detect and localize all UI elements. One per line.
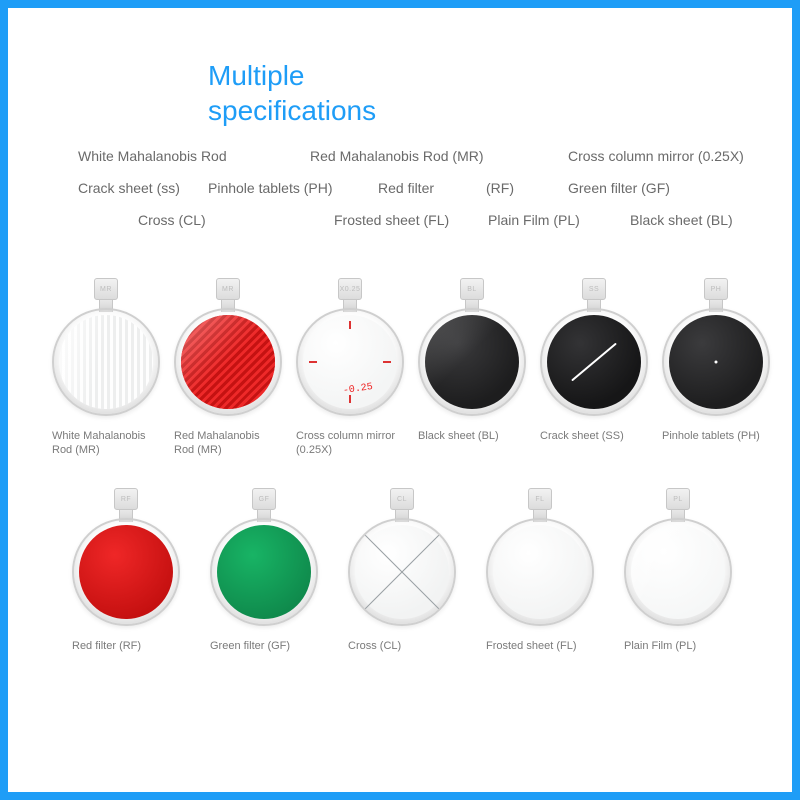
lens-tab-label: FL [528, 488, 552, 510]
spec-item: Green filter (GF) [568, 180, 670, 196]
lens-graphic: BL [418, 278, 526, 428]
lens-tab-label: X0.25 [338, 278, 362, 300]
spec-item: Cross column mirror (0.25X) [568, 148, 744, 164]
lens-caption: Crack sheet (SS) [540, 430, 648, 444]
lens-graphic: MR [52, 278, 160, 428]
lens-cl: CL Cross (CL) [348, 488, 456, 654]
lens-tab-label: MR [216, 278, 240, 300]
lens-bl: BL Black sheet (BL) [418, 278, 526, 458]
lens-mr-red: MR Red Mahalanobis Rod (MR) [174, 278, 282, 458]
lens-caption: Pinhole tablets (PH) [662, 430, 770, 444]
spec-item: Black sheet (BL) [630, 212, 733, 228]
lens-tab-label: RF [114, 488, 138, 510]
lens-gf: GF Green filter (GF) [210, 488, 318, 654]
title-line1: Multiple [208, 60, 304, 91]
lens-grid: MR White Mahalanobis Rod (MR) MR Red Mahala… [52, 278, 748, 683]
lens-graphic: MR [174, 278, 282, 428]
lens-tab-label: PH [704, 278, 728, 300]
title-line2: specifications [208, 95, 376, 126]
spec-item: Red filter [378, 180, 434, 196]
spec-item: Crack sheet (ss) [78, 180, 180, 196]
lens-graphic: CL [348, 488, 456, 638]
lens-graphic: GF [210, 488, 318, 638]
lens-disc [210, 518, 318, 626]
lens-ss: SS Crack sheet (SS) [540, 278, 648, 458]
lens-ph: PH Pinhole tablets (PH) [662, 278, 770, 458]
lens-disc: -0.25 [296, 308, 404, 416]
lens-disc [662, 308, 770, 416]
lens-disc [540, 308, 648, 416]
lens-disc [52, 308, 160, 416]
spec-item: Red Mahalanobis Rod (MR) [310, 148, 484, 164]
spec-row: Crack sheet (ss) Pinhole tablets (PH) Red … [78, 180, 752, 202]
spec-item: (RF) [486, 180, 514, 196]
lens-disc [486, 518, 594, 626]
lens-disc [418, 308, 526, 416]
lens-caption: Cross (CL) [348, 640, 456, 654]
spec-item: White Mahalanobis Rod [78, 148, 227, 164]
lens-caption: Plain Film (PL) [624, 640, 732, 654]
lens-graphic: FL [486, 488, 594, 638]
page-title: Multiple specifications [208, 58, 376, 128]
lens-caption: Red filter (RF) [72, 640, 180, 654]
lens-graphic: PL [624, 488, 732, 638]
lens-pl: PL Plain Film (PL) [624, 488, 732, 654]
lens-tab-label: PL [666, 488, 690, 510]
lens-row-2: RF Red filter (RF) GF Green filter (GF) CL Cr… [72, 488, 748, 654]
lens-disc [624, 518, 732, 626]
spec-row: White Mahalanobis Rod Red Mahalanobis Rod… [78, 148, 752, 170]
lens-tab-label: GF [252, 488, 276, 510]
lens-tab-label: SS [582, 278, 606, 300]
lens-caption: Frosted sheet (FL) [486, 640, 594, 654]
lens-caption: Cross column mirror (0.25X) [296, 430, 404, 458]
lens-fl: FL Frosted sheet (FL) [486, 488, 594, 654]
lens-tab-label: CL [390, 488, 414, 510]
lens-graphic: PH [662, 278, 770, 428]
lens-disc [72, 518, 180, 626]
lens-disc [174, 308, 282, 416]
spec-item: Plain Film (PL) [488, 212, 580, 228]
spec-row: Cross (CL) Frosted sheet (FL) Plain Film (… [78, 212, 752, 234]
lens-caption: Black sheet (BL) [418, 430, 526, 444]
lens-row-1: MR White Mahalanobis Rod (MR) MR Red Mahala… [52, 278, 748, 458]
lens-rf: RF Red filter (RF) [72, 488, 180, 654]
lens-caption: Red Mahalanobis Rod (MR) [174, 430, 282, 458]
lens-graphic: RF [72, 488, 180, 638]
spec-item: Frosted sheet (FL) [334, 212, 449, 228]
lens-graphic: X0.25 -0.25 [296, 278, 404, 428]
lens-tab-label: MR [94, 278, 118, 300]
lens-caption: White Mahalanobis Rod (MR) [52, 430, 160, 458]
lens-disc [348, 518, 456, 626]
spec-item: Pinhole tablets (PH) [208, 180, 333, 196]
lens-graphic: SS [540, 278, 648, 428]
spec-item: Cross (CL) [138, 212, 206, 228]
lens-caption: Green filter (GF) [210, 640, 318, 654]
lens-x025: X0.25 -0.25 Cross column mirror (0.25X) [296, 278, 404, 458]
spec-list: White Mahalanobis Rod Red Mahalanobis Rod… [78, 148, 752, 244]
lens-tab-label: BL [460, 278, 484, 300]
lens-mr-white: MR White Mahalanobis Rod (MR) [52, 278, 160, 458]
